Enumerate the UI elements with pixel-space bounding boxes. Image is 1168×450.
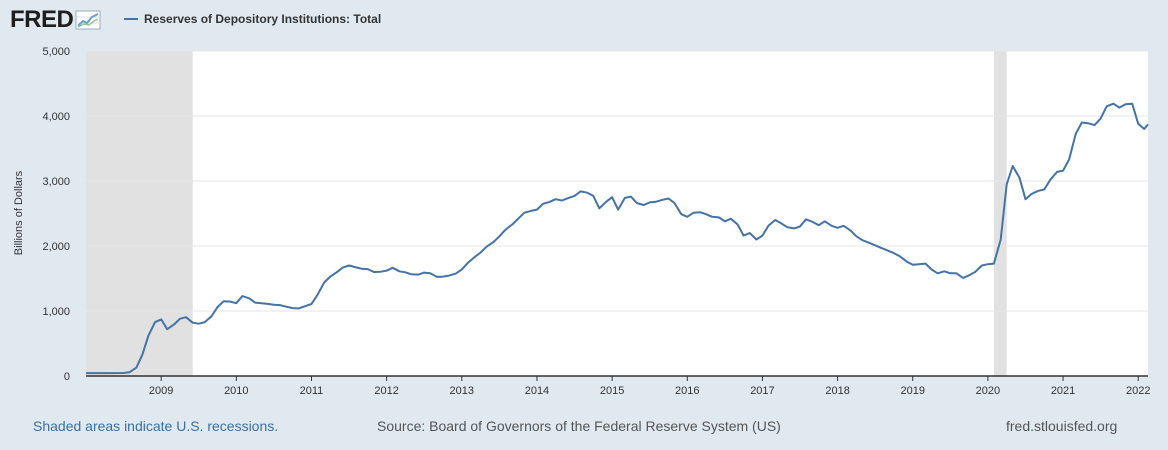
line-graph-icon — [75, 10, 101, 30]
x-tick-label: 2009 — [149, 385, 173, 397]
x-tick-label: 2013 — [450, 385, 474, 397]
x-tick-label: 2010 — [224, 385, 248, 397]
y-axis-title: Billions of Dollars — [13, 170, 25, 255]
plot-background — [86, 51, 1148, 376]
x-tick-label: 2020 — [976, 385, 1000, 397]
x-tick-label: 2014 — [525, 385, 549, 397]
y-tick-label: 1,000 — [42, 306, 70, 318]
legend-line-swatch — [124, 18, 138, 20]
x-tick-label: 2012 — [374, 385, 398, 397]
fred-logo[interactable]: FRED — [10, 6, 101, 33]
x-axis-ticks: 2009 2010 2011 2012 2013 2014 2015 2016 2017 2018… — [149, 376, 1150, 397]
legend-series-label: Reserves of Depository Institutions: Tot… — [144, 12, 382, 26]
x-tick-label: 2017 — [750, 385, 774, 397]
chart-legend: Reserves of Depository Institutions: Tot… — [124, 12, 381, 26]
y-tick-label: 4,000 — [42, 111, 70, 123]
x-tick-label: 2019 — [901, 385, 925, 397]
site-link[interactable]: fred.stlouisfed.org — [1006, 418, 1118, 434]
x-tick-label: 2015 — [600, 385, 624, 397]
recession-band-1 — [993, 51, 1007, 376]
x-tick-label: 2022 — [1126, 385, 1150, 397]
x-tick-label: 2018 — [825, 385, 849, 397]
x-tick-label: 2021 — [1051, 385, 1075, 397]
y-tick-label: 0 — [64, 371, 70, 383]
y-axis-ticks: 0 1,000 2,000 3,000 4,000 5,000 — [42, 46, 70, 383]
y-tick-label: 3,000 — [42, 176, 70, 188]
gridlines — [86, 50, 1148, 312]
x-tick-label: 2011 — [300, 385, 324, 397]
chart-header: FRED Reserves of Depository Institutions… — [0, 0, 1168, 40]
source-credit: Source: Board of Governors of the Federa… — [377, 418, 781, 434]
recession-shading — [86, 51, 1007, 376]
recession-band-0 — [86, 51, 193, 376]
fred-logo-text: FRED — [10, 6, 74, 33]
x-tick-label: 2016 — [675, 385, 699, 397]
y-tick-label: 5,000 — [42, 46, 70, 58]
recession-note-link[interactable]: Shaded areas indicate U.S. recessions. — [33, 418, 279, 434]
y-tick-label: 2,000 — [42, 241, 70, 253]
series-line-reserves[interactable] — [86, 102, 1149, 375]
